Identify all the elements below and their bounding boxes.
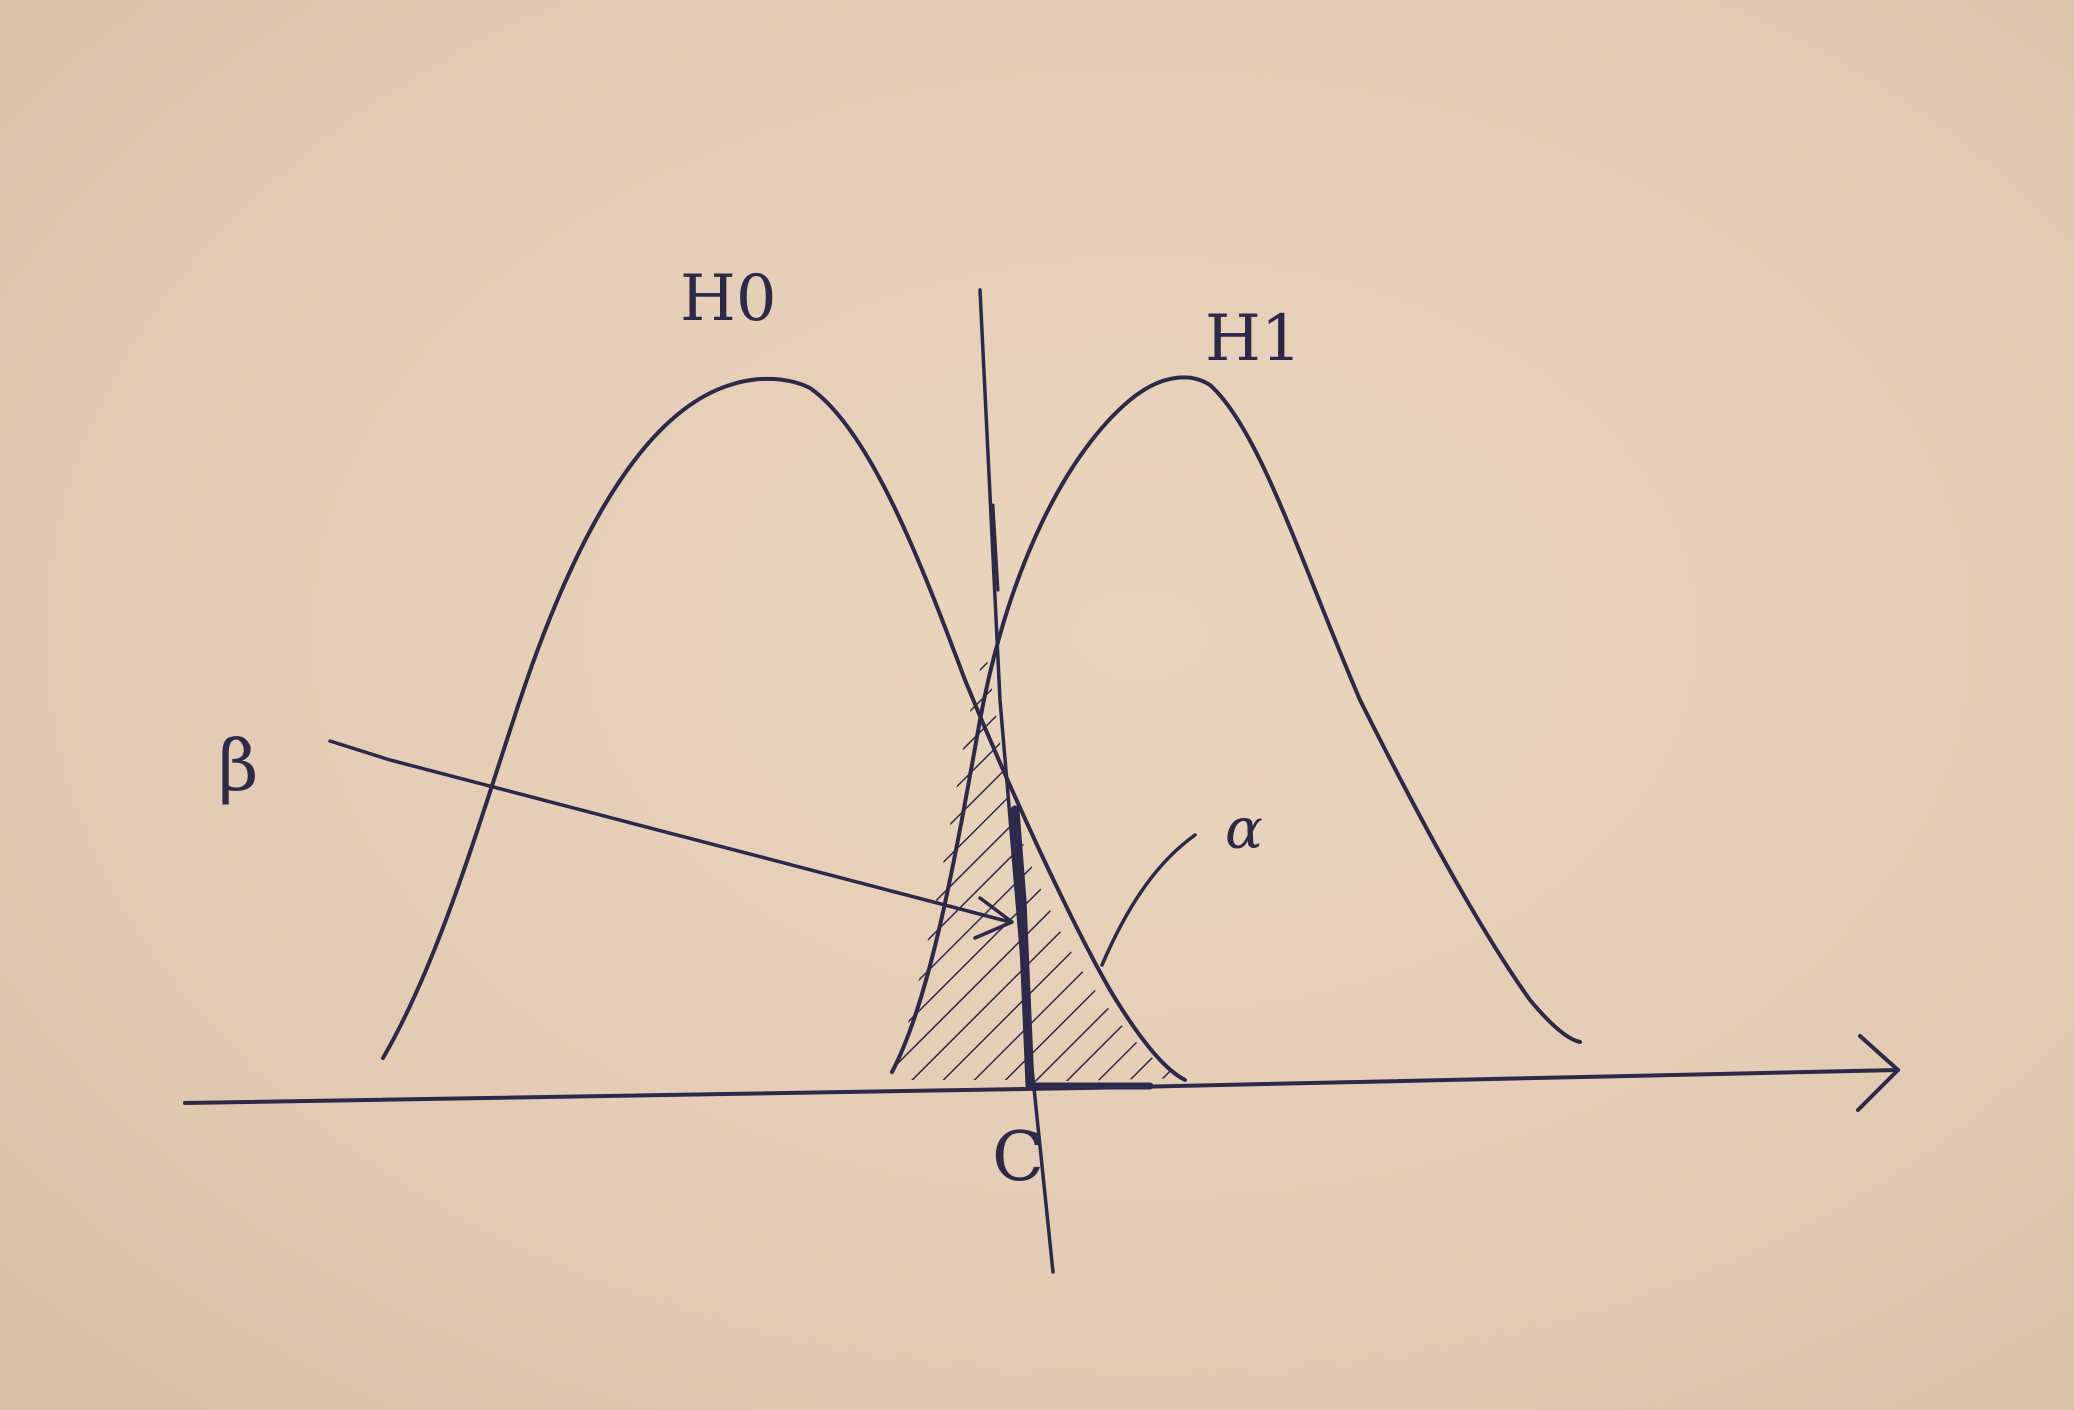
critical-line-stroke-accent [991, 503, 1000, 592]
alpha-region [1015, 820, 1185, 1082]
beta-region [890, 648, 1030, 1080]
h0-curve [381, 376, 1187, 1082]
x-axis-arrowhead [1856, 1034, 1900, 1112]
beta-arrowhead [973, 896, 1014, 940]
beta-arrow [328, 739, 1012, 924]
alpha-label: α [1225, 797, 1263, 862]
critical-line [978, 288, 1055, 1274]
critical-line-bold [1010, 805, 1035, 1090]
h1-curve [890, 375, 1582, 1074]
alpha-pointer [1100, 833, 1197, 967]
beta-label: β [218, 725, 258, 807]
h0-label: H0 [680, 262, 777, 336]
critical-value-label: C [992, 1118, 1044, 1197]
h1-label: H1 [1205, 302, 1302, 376]
